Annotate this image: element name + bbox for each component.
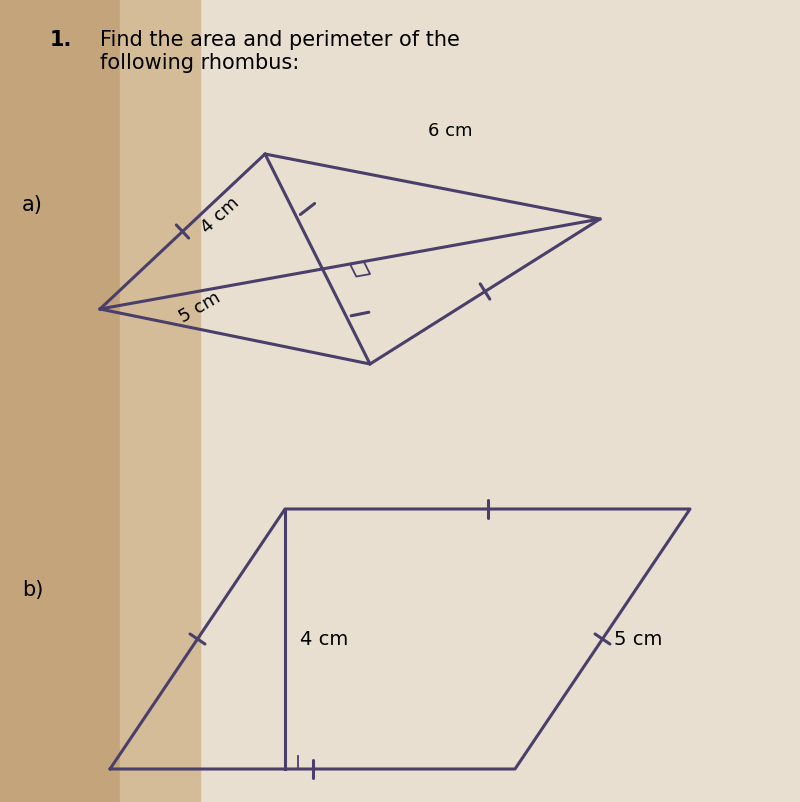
Text: 4 cm: 4 cm bbox=[198, 193, 242, 237]
Text: Find the area and perimeter of the
following rhombus:: Find the area and perimeter of the follo… bbox=[100, 30, 460, 73]
Text: 1.: 1. bbox=[50, 30, 72, 50]
Text: 5 cm: 5 cm bbox=[614, 630, 663, 649]
Bar bbox=[120, 0, 200, 802]
Bar bbox=[0, 0, 120, 802]
Text: a): a) bbox=[22, 195, 43, 215]
Text: 6 cm: 6 cm bbox=[428, 122, 472, 140]
Text: 5 cm: 5 cm bbox=[176, 289, 224, 326]
Text: b): b) bbox=[22, 579, 43, 599]
Text: 4 cm: 4 cm bbox=[300, 630, 348, 649]
